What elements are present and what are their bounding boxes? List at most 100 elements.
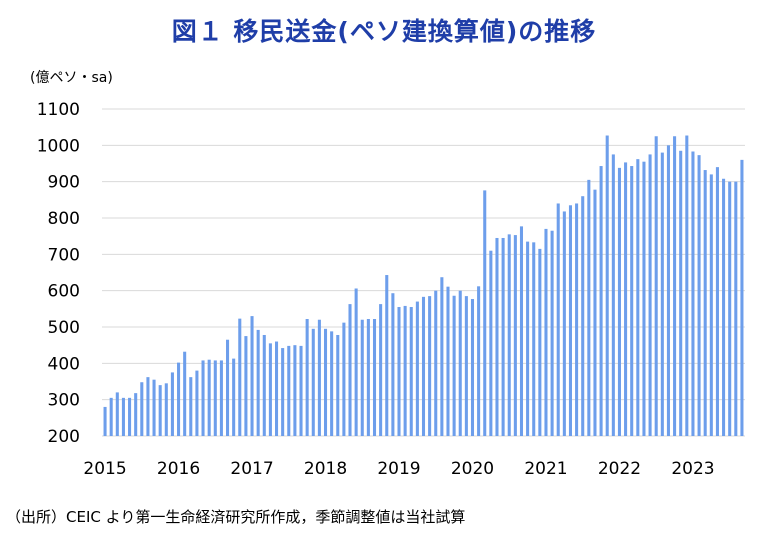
bar — [268, 343, 272, 436]
bar — [709, 174, 713, 436]
bar — [134, 393, 138, 436]
bar — [115, 392, 119, 436]
bar — [164, 383, 168, 436]
bar — [526, 241, 530, 436]
bar — [219, 360, 223, 436]
bar — [446, 286, 450, 436]
bar — [703, 170, 707, 437]
y-tick-label: 600 — [48, 282, 80, 302]
bar — [372, 319, 377, 436]
y-tick-label: 300 — [48, 391, 80, 411]
bar — [507, 234, 511, 436]
bar — [244, 336, 248, 436]
bar — [317, 319, 321, 436]
bar — [568, 205, 572, 436]
bar — [121, 397, 125, 436]
bar — [483, 190, 487, 436]
bar — [342, 322, 346, 436]
y-tick-label: 200 — [48, 427, 80, 447]
bar — [177, 362, 181, 436]
bar — [630, 166, 634, 437]
bar — [501, 237, 505, 436]
x-tick-label: 2015 — [83, 459, 126, 479]
bar — [477, 286, 481, 436]
bar — [140, 382, 144, 436]
bar — [103, 406, 107, 436]
bar — [550, 230, 554, 436]
bar — [513, 235, 517, 436]
y-tick-label: 1000 — [37, 136, 80, 156]
bar — [728, 181, 732, 436]
bar — [575, 203, 579, 436]
bar — [213, 360, 217, 436]
bar — [146, 377, 150, 436]
bar — [691, 151, 695, 436]
bar — [305, 319, 309, 436]
x-tick-label: 2023 — [671, 459, 714, 479]
bar — [348, 304, 352, 436]
bar — [519, 226, 524, 436]
bar — [226, 339, 230, 436]
bar — [397, 307, 401, 436]
bar — [256, 329, 260, 436]
bar — [636, 159, 640, 436]
bar — [428, 296, 432, 436]
bar — [299, 345, 303, 436]
bar — [366, 319, 370, 436]
bar — [734, 181, 738, 436]
x-tick-label: 2016 — [157, 459, 200, 479]
bar — [464, 296, 468, 436]
bar — [262, 334, 266, 436]
bar — [581, 196, 585, 436]
y-tick-label: 900 — [48, 173, 80, 193]
bar — [128, 397, 132, 436]
bar — [275, 341, 279, 436]
bar — [330, 331, 334, 436]
bar — [715, 167, 719, 436]
x-tick-label: 2019 — [377, 459, 420, 479]
source-note: （出所）CEIC より第一生命経済研究所作成，季節調整値は当社試算 — [6, 508, 466, 526]
bar — [556, 203, 560, 436]
bar — [587, 179, 591, 436]
y-tick-label: 500 — [48, 318, 80, 338]
bar — [293, 345, 297, 436]
bar — [287, 345, 291, 436]
chart-title: 図１ 移民送金(ペソ建換算値)の推移 — [171, 17, 597, 46]
bar — [740, 159, 744, 436]
bar — [679, 150, 683, 436]
bar — [170, 372, 174, 436]
bar — [648, 154, 652, 437]
bar — [673, 136, 677, 436]
bar — [183, 351, 187, 436]
bar — [158, 385, 162, 436]
bar — [685, 135, 689, 436]
bar — [642, 161, 646, 436]
y-tick-label: 800 — [48, 209, 80, 229]
bar — [495, 237, 499, 436]
bar — [385, 275, 389, 436]
bar — [532, 242, 536, 436]
bar — [354, 288, 358, 436]
bar — [722, 178, 726, 436]
bar — [458, 290, 462, 436]
bar — [599, 166, 603, 437]
bar — [624, 162, 628, 436]
x-tick-label: 2018 — [304, 459, 347, 479]
bar — [195, 370, 199, 436]
y-axis-unit-label: (億ペソ・sa) — [30, 70, 113, 86]
bar — [391, 293, 395, 436]
bar — [238, 318, 242, 436]
bar — [440, 277, 444, 436]
x-tick-label: 2021 — [524, 459, 567, 479]
bar — [379, 304, 383, 436]
bar — [593, 189, 597, 436]
bar — [452, 295, 456, 436]
y-tick-label: 700 — [48, 245, 80, 265]
bar — [201, 360, 205, 436]
bar — [666, 145, 670, 436]
bar — [250, 316, 254, 436]
bar — [470, 299, 475, 436]
bar — [336, 334, 340, 436]
x-tick-label: 2017 — [230, 459, 273, 479]
